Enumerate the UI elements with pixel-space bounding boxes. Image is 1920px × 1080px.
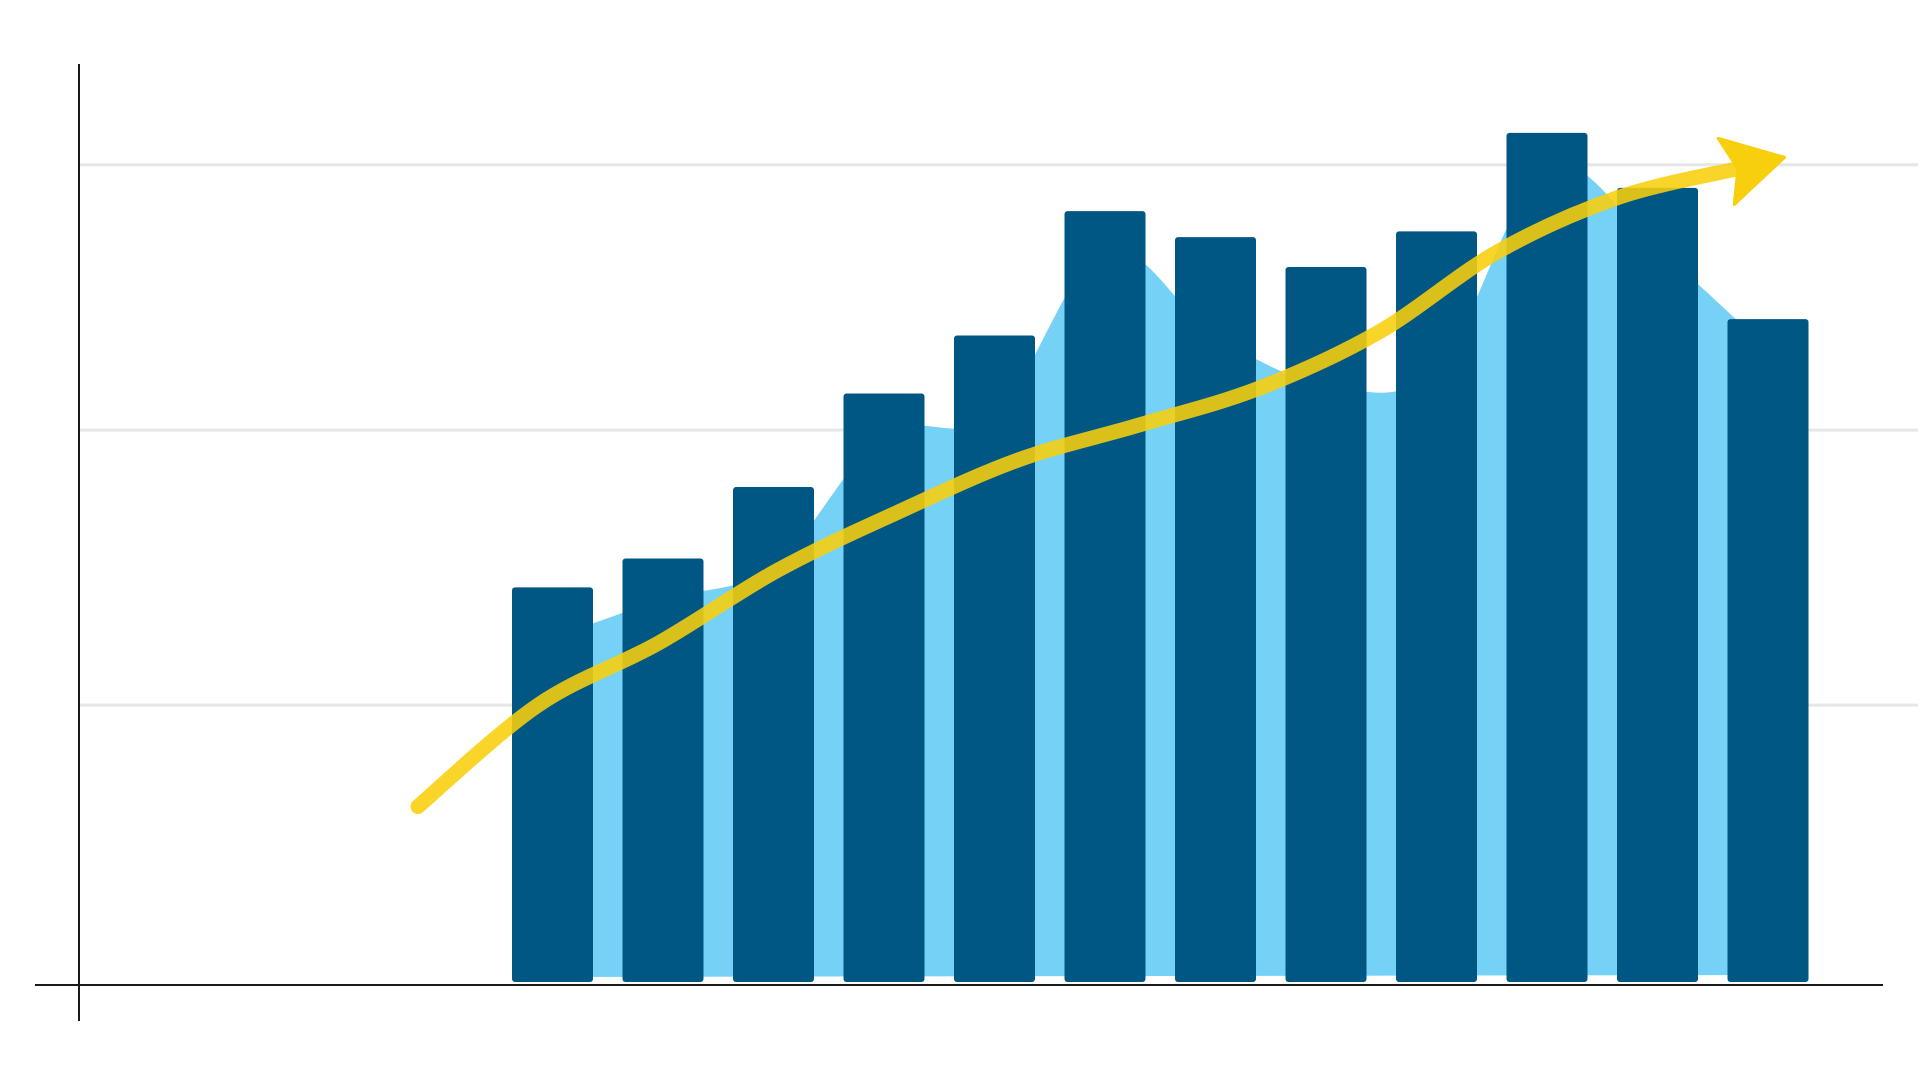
bar <box>1727 319 1809 982</box>
bar <box>1506 132 1588 982</box>
bar <box>622 558 704 982</box>
area-series <box>522 164 1789 978</box>
bar <box>733 487 814 982</box>
trend-arrow <box>410 136 1787 814</box>
bar <box>512 587 593 982</box>
bar <box>1285 267 1367 982</box>
bar <box>1175 237 1256 982</box>
bar <box>954 335 1035 982</box>
area-fill <box>522 164 1789 978</box>
bar <box>1396 231 1477 982</box>
bar <box>843 393 925 983</box>
bar <box>1064 211 1146 982</box>
trend-arrowhead <box>1716 136 1787 206</box>
trend-line <box>410 161 1746 814</box>
axes <box>35 64 1883 1021</box>
bar-series <box>512 132 1809 983</box>
bar <box>1617 187 1698 982</box>
